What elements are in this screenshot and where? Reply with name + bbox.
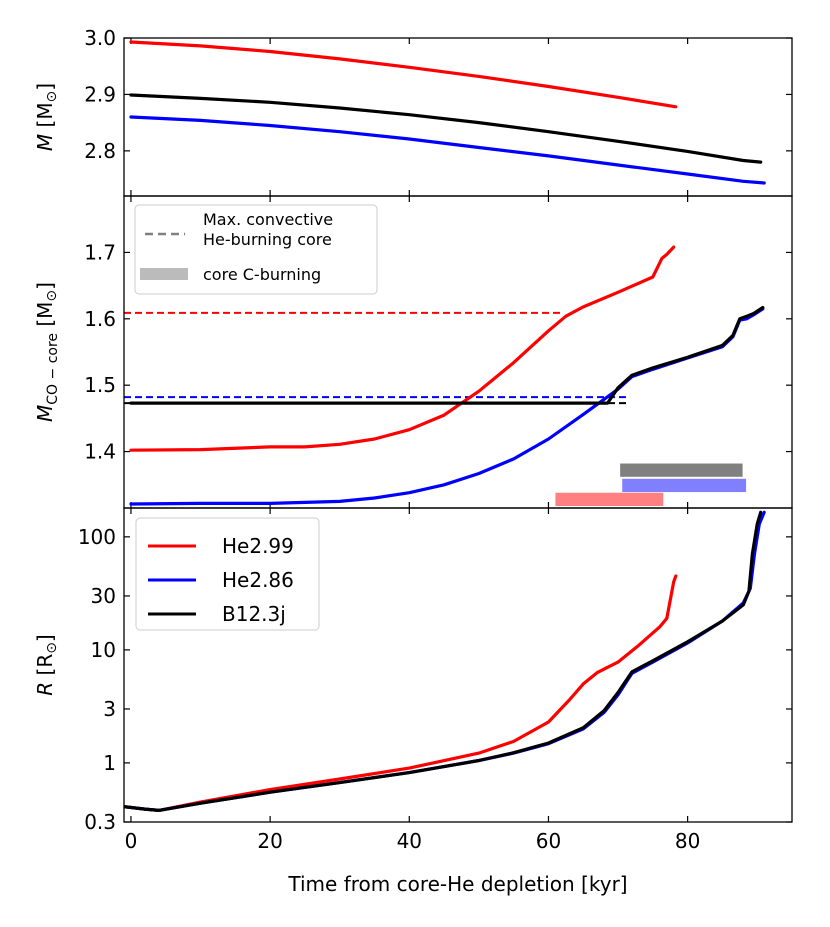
- co-core-ytick-label: 1.5: [84, 373, 116, 397]
- radius-ytick-label: 0.3: [84, 810, 116, 834]
- x-tick-label: 20: [257, 829, 282, 853]
- co-core-y-label-close: ]: [33, 282, 57, 290]
- x-tick-label: 40: [397, 829, 422, 853]
- dashed-line-legend-label-line2: He-burning core: [203, 230, 332, 249]
- co-core-legend-box: [134, 204, 378, 295]
- co-core-ytick-label: 1.6: [84, 307, 116, 331]
- co-core-ytick-label: 1.7: [84, 240, 116, 264]
- mass-ytick-label: 2.9: [84, 82, 116, 106]
- svg-text:M [M⊙]: M [M⊙]: [33, 83, 60, 151]
- mass-series-b123j: [129, 93, 763, 164]
- mass-panel-frame: [123, 37, 793, 197]
- svg-text:MCO − core [M⊙]: MCO − core [M⊙]: [33, 282, 61, 422]
- dashed-line-legend-label-line1: Max. convective: [203, 210, 333, 229]
- x-tick-label: 60: [536, 829, 561, 853]
- co-core-series-b123j: [129, 305, 765, 405]
- radius-ytick-label: 30: [91, 584, 116, 608]
- legend-label-he286: He2.86: [222, 568, 294, 592]
- x-tick-label: 0: [125, 829, 138, 853]
- mass-ytick-label: 3.0: [84, 26, 116, 50]
- mass-series-he286: [129, 115, 766, 185]
- radius-ytick-label: 100: [78, 525, 116, 549]
- co-core-legend: Max. convective He-burning core core C-b…: [134, 204, 378, 295]
- sun-symbol: ⊙: [44, 642, 60, 654]
- radius-series-b123j: [124, 510, 763, 813]
- mass-y-label-symbol: M: [33, 134, 57, 151]
- radius-plot-area: [124, 510, 766, 813]
- mass-panel: 2.8 2.9 3.0 M [M⊙]: [33, 26, 792, 196]
- co-core-y-label-unit: [M: [33, 302, 57, 333]
- series-legend: He2.99 He2.86 B12.3j: [135, 517, 320, 631]
- mass-ytick-label: 2.8: [84, 139, 116, 163]
- legend-label-b123j: B12.3j: [222, 602, 286, 626]
- co-core-series-he299: [129, 245, 676, 452]
- mass-y-label-close: ]: [33, 83, 57, 91]
- mass-plot-area: [129, 40, 766, 185]
- radius-panel: 0.3 1 3 10 30 100 R [R⊙] He2.99 He2.86 B12.3j: [33, 508, 792, 834]
- co-core-y-label: MCO − core [M⊙]: [33, 282, 61, 422]
- radius-y-label: R [R⊙]: [33, 634, 60, 696]
- x-axis-ticks: 0 20 40 60 80: [125, 829, 701, 853]
- radius-ytick-label: 1: [103, 751, 116, 775]
- radius-y-label-symbol: R: [33, 682, 57, 696]
- sun-symbol: ⊙: [44, 91, 60, 103]
- mass-y-ticks: 2.8 2.9 3.0: [84, 26, 792, 196]
- co-core-y-label-symbol: M: [33, 405, 57, 422]
- co-core-y-label-subscript: CO − core: [45, 333, 61, 405]
- legend-label-he299: He2.99: [222, 534, 294, 558]
- c-burning-bar-he286: [622, 478, 747, 493]
- radius-y-ticks: 0.3 1 3 10 30 100: [78, 508, 792, 834]
- radius-ytick-label: 10: [91, 638, 116, 662]
- x-axis-label: Time from core-He depletion [kyr]: [287, 872, 627, 896]
- radius-y-label-close: ]: [33, 634, 57, 642]
- co-core-ytick-label: 1.4: [84, 440, 116, 464]
- x-tick-label: 80: [675, 829, 700, 853]
- svg-text:R [R⊙]: R [R⊙]: [33, 634, 60, 696]
- radius-y-label-unit: [R: [33, 654, 57, 682]
- co-core-y-ticks: 1.4 1.5 1.6 1.7: [84, 196, 792, 508]
- c-burning-legend-label: core C-burning: [203, 265, 321, 284]
- co-core-panel: 1.4 1.5 1.6 1.7 MCO − core [M⊙] Max. convec…: [33, 196, 792, 508]
- c-burning-bar-b123j: [620, 463, 743, 477]
- mass-y-label-unit: [M: [33, 102, 57, 133]
- radius-panel-frame: [123, 507, 793, 823]
- c-burning-bar-he299: [555, 492, 664, 507]
- radius-ytick-label: 3: [103, 697, 116, 721]
- mass-y-label: M [M⊙]: [33, 83, 60, 151]
- sun-symbol: ⊙: [44, 290, 60, 302]
- co-core-plot-area: [124, 245, 765, 507]
- mass-series-he299: [129, 40, 678, 109]
